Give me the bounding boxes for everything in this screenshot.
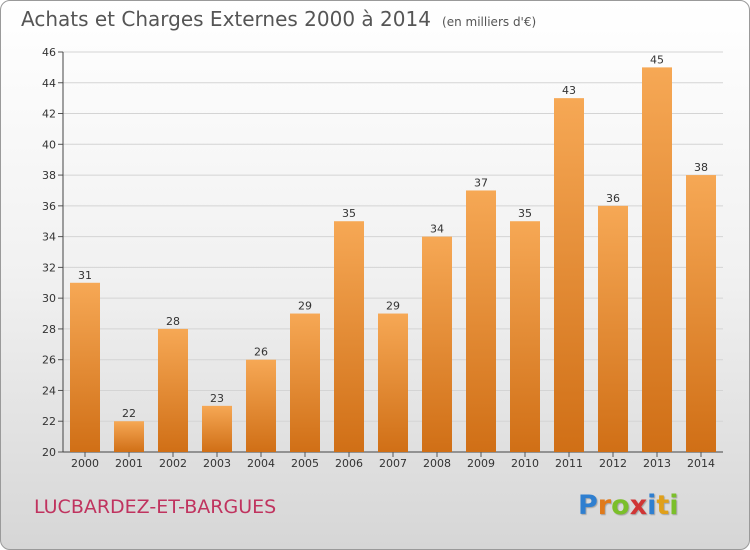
logo-letter: x xyxy=(629,490,648,521)
x-tick-label: 2012 xyxy=(599,457,627,470)
logo-letter: r xyxy=(597,490,612,521)
x-tick-label: 2011 xyxy=(555,457,583,470)
data-label: 36 xyxy=(606,192,620,205)
bar-2001 xyxy=(114,421,144,452)
x-tick-label: 2002 xyxy=(159,457,187,470)
bar-2000 xyxy=(70,282,100,452)
data-label: 23 xyxy=(210,392,224,405)
data-label: 43 xyxy=(562,84,576,97)
x-tick-label: 2010 xyxy=(511,457,539,470)
bar-2002 xyxy=(158,328,188,452)
logo-letter: o xyxy=(611,490,630,521)
data-label: 29 xyxy=(298,300,312,313)
commune-name: LUCBARDEZ-ET-BARGUES xyxy=(34,496,277,518)
x-tick-label: 2014 xyxy=(687,457,715,470)
proxiti-logo[interactable]: Proxiti xyxy=(578,490,679,521)
bar-2004 xyxy=(246,359,276,452)
bar-2010 xyxy=(510,221,540,452)
y-tick-label: 20 xyxy=(42,446,56,459)
bar-2005 xyxy=(290,313,320,452)
labels: 20 22 24 26 28 30 32 34 36 38 40 42 44 46 31 2000 22 2001… xyxy=(42,46,715,470)
data-label: 45 xyxy=(650,53,664,66)
x-tick-label: 2013 xyxy=(643,457,671,470)
y-tick-label: 46 xyxy=(42,46,56,59)
bar-2011 xyxy=(554,98,584,453)
data-label: 34 xyxy=(430,223,444,236)
y-tick-label: 40 xyxy=(42,138,56,151)
y-tick-label: 28 xyxy=(42,323,56,336)
logo-letter: i xyxy=(647,490,657,521)
data-label: 22 xyxy=(122,407,136,420)
data-label: 38 xyxy=(694,161,708,174)
bar-2008 xyxy=(422,236,452,452)
x-tick-label: 2005 xyxy=(291,457,319,470)
x-tick-label: 2004 xyxy=(247,457,275,470)
bar-2009 xyxy=(466,190,496,452)
bars xyxy=(70,67,716,453)
chart-subtitle: (en milliers d'€) xyxy=(442,15,537,29)
bar-2013 xyxy=(642,67,672,452)
data-label: 31 xyxy=(78,269,92,282)
y-tick-label: 42 xyxy=(42,108,56,121)
data-label: 29 xyxy=(386,300,400,313)
x-tick-label: 2009 xyxy=(467,457,495,470)
y-tick-label: 36 xyxy=(42,200,56,213)
bar-2014 xyxy=(686,175,716,453)
y-tick-label: 34 xyxy=(42,231,56,244)
data-label: 28 xyxy=(166,315,180,328)
logo-letter: t xyxy=(656,490,670,521)
y-tick-label: 24 xyxy=(42,384,56,397)
x-tick-label: 2007 xyxy=(379,457,407,470)
data-label: 35 xyxy=(518,207,532,220)
y-tick-label: 32 xyxy=(42,261,56,274)
data-label: 37 xyxy=(474,176,488,189)
logo-letter: P xyxy=(578,490,598,521)
y-tick-label: 26 xyxy=(42,354,56,367)
data-label: 35 xyxy=(342,207,356,220)
y-tick-label: 22 xyxy=(42,415,56,428)
bar-2007 xyxy=(378,313,408,452)
x-tick-label: 2006 xyxy=(335,457,363,470)
bar-2006 xyxy=(334,221,364,452)
logo-letter: i xyxy=(669,490,679,521)
data-label: 26 xyxy=(254,346,268,359)
y-tick-label: 30 xyxy=(42,292,56,305)
y-tick-label: 38 xyxy=(42,169,56,182)
y-tick-label: 44 xyxy=(42,77,56,90)
title-row: Achats et Charges Externes 2000 à 2014 (… xyxy=(21,7,536,31)
bar-2012 xyxy=(598,205,628,452)
chart-title: Achats et Charges Externes 2000 à 2014 xyxy=(21,7,431,31)
x-tick-label: 2003 xyxy=(203,457,231,470)
x-tick-label: 2008 xyxy=(423,457,451,470)
x-tick-label: 2001 xyxy=(115,457,143,470)
x-tick-label: 2000 xyxy=(71,457,99,470)
bar-2003 xyxy=(202,405,232,452)
